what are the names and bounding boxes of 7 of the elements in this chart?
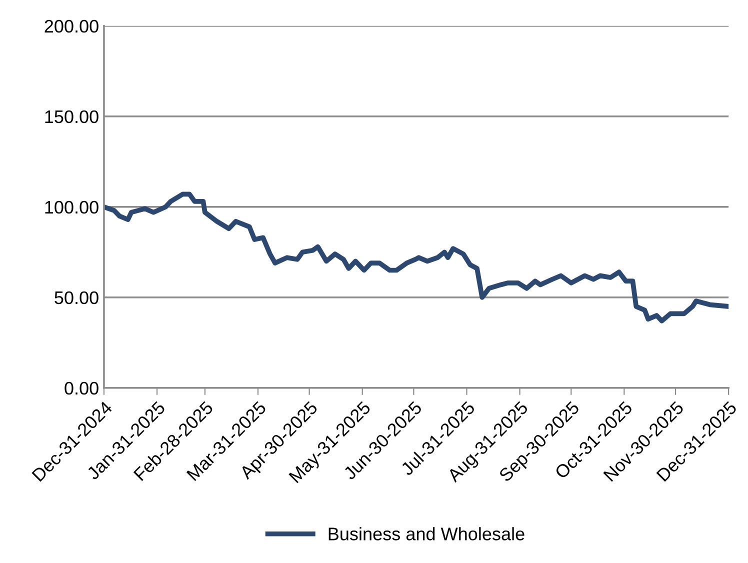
y-tick-label: 200.00 (44, 20, 98, 33)
y-tick-label: 0.00 (64, 382, 98, 395)
legend-label: Business and Wholesale (328, 527, 524, 540)
y-tick-label: 100.00 (45, 200, 98, 214)
line-series (104, 192, 729, 324)
y-tick-label: 150.00 (45, 110, 98, 124)
y-tick-label: 50.00 (54, 291, 98, 304)
